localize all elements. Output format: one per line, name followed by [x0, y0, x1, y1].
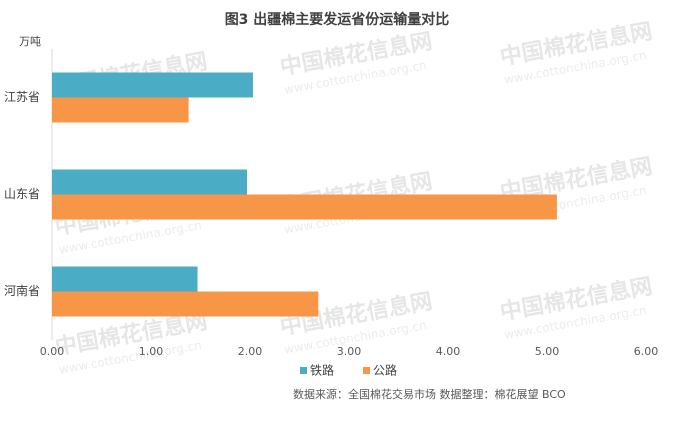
y-tick-label: 山东省	[4, 187, 40, 201]
bar	[52, 266, 198, 292]
x-tick-label: 3.00	[337, 345, 362, 358]
bar	[52, 97, 189, 123]
legend-swatch	[363, 367, 370, 374]
bar	[52, 72, 253, 98]
x-tick-label: 5.00	[535, 345, 560, 358]
x-tick-label: 4.00	[436, 345, 461, 358]
legend-swatch	[300, 367, 307, 374]
x-tick-label: 0.00	[40, 345, 65, 358]
source-note: 数据来源：全国棉花交易市场 数据整理：棉花展望 BCO	[293, 387, 566, 401]
y-tick-label: 江苏省	[4, 90, 40, 104]
bar	[52, 291, 319, 317]
legend-label: 铁路	[310, 363, 334, 378]
bar	[52, 169, 248, 195]
bar	[52, 194, 557, 220]
y-axis-label: 万吨	[19, 35, 41, 48]
x-tick-label: 1.00	[139, 345, 164, 358]
chart-title: 图3 出疆棉主要发运省份运输量对比	[225, 11, 450, 28]
x-tick-label: 2.00	[238, 345, 263, 358]
legend-label: 公路	[373, 363, 397, 378]
y-tick-label: 河南省	[4, 283, 40, 298]
x-tick-label: 6.00	[634, 345, 659, 358]
